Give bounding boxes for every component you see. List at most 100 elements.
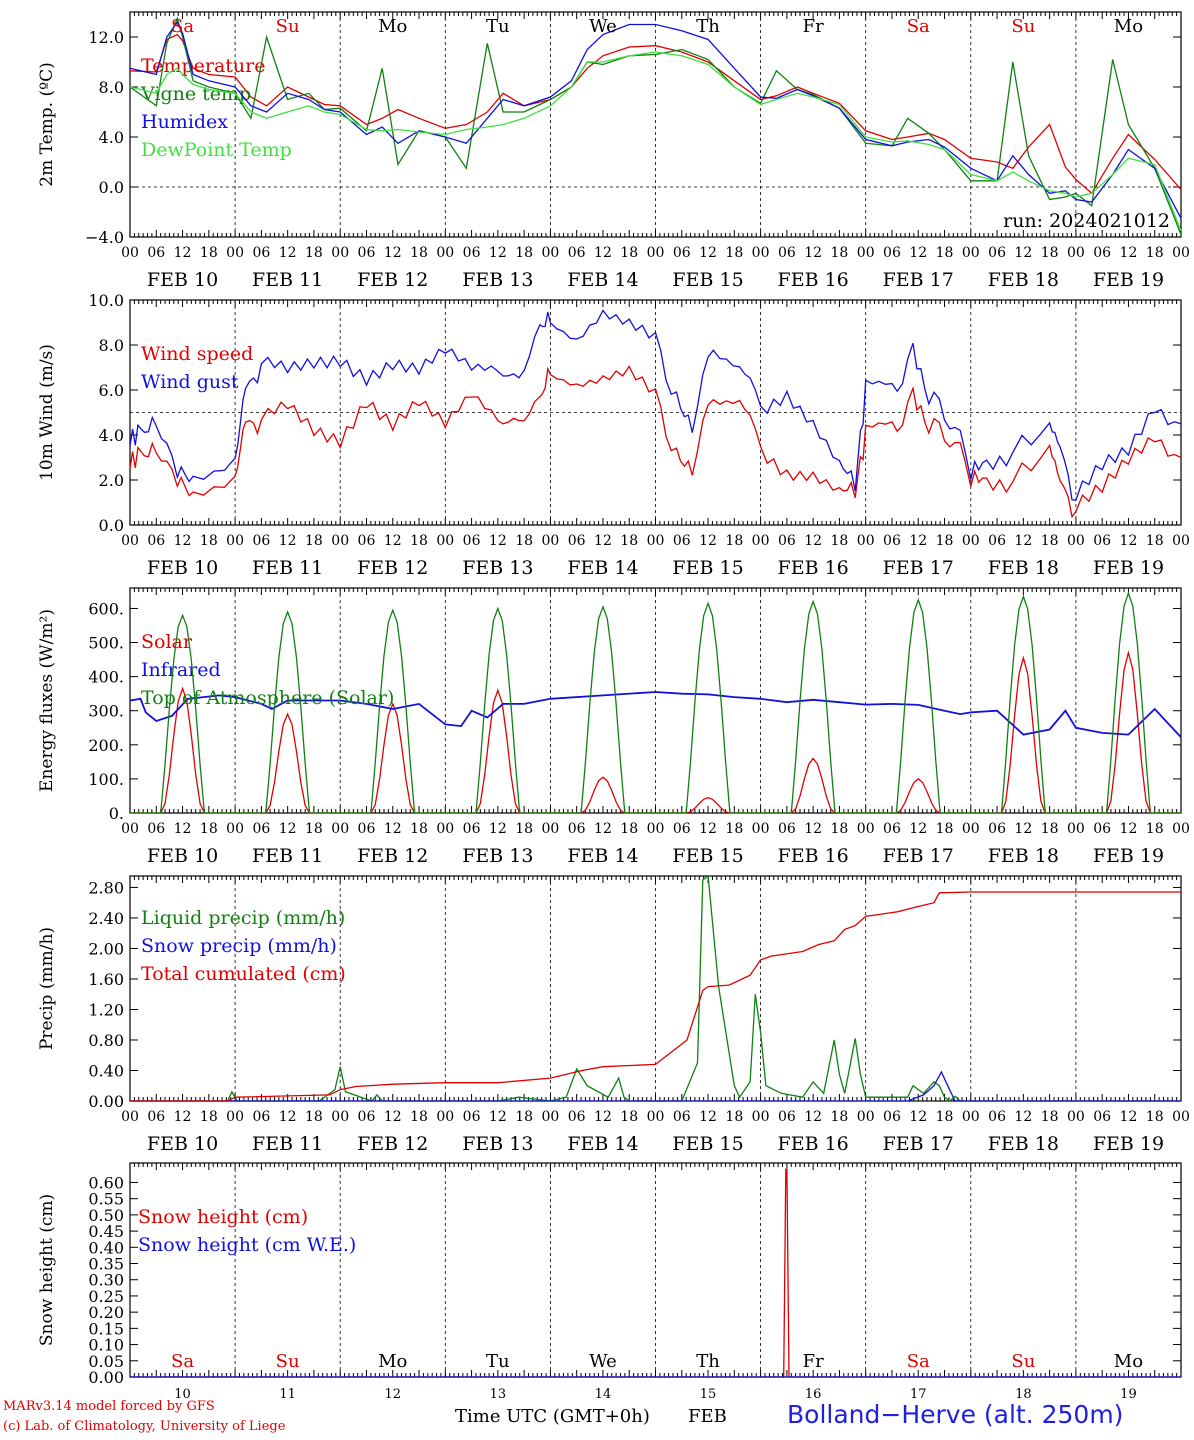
- hour-tick-label: 00: [331, 1109, 349, 1125]
- date-label: FEB 16: [778, 845, 849, 867]
- date-label: FEB 10: [147, 269, 218, 291]
- hour-tick-label: 06: [568, 1109, 586, 1125]
- hour-tick-label: 12: [1120, 533, 1138, 549]
- y-tick-label: 0.40: [88, 1238, 124, 1257]
- y-axis-title: Snow height (cm): [37, 1194, 57, 1346]
- hour-tick-label: 18: [620, 821, 638, 837]
- y-tick-label: 300.: [88, 702, 124, 721]
- hour-tick-label: 18: [725, 821, 743, 837]
- hour-tick-label: 12: [909, 821, 927, 837]
- hour-tick-label: 06: [358, 245, 376, 261]
- hour-tick-label: 06: [252, 1109, 270, 1125]
- date-label: FEB 15: [672, 1133, 743, 1155]
- day-number-label: 18: [1015, 1387, 1032, 1402]
- hour-tick-label: 12: [384, 245, 402, 261]
- credit-model: MARv3.14 model forced by GFS: [3, 1399, 215, 1414]
- y-axis-title: Precip (mm/h): [37, 927, 57, 1050]
- date-label: FEB 14: [567, 845, 638, 867]
- date-label: FEB 13: [462, 269, 533, 291]
- weekday-label: Mo: [378, 16, 407, 37]
- hour-tick-label: 00: [1067, 821, 1085, 837]
- y-tick-label: 0.00: [88, 1368, 124, 1387]
- hour-tick-label: 12: [279, 245, 297, 261]
- y-tick-label: 4.0: [99, 426, 124, 445]
- hour-tick-label: 18: [200, 1109, 218, 1125]
- hour-tick-label: 12: [594, 1109, 612, 1125]
- hour-tick-label: 00: [752, 1109, 770, 1125]
- weekday-label: Sa: [907, 16, 930, 37]
- hour-tick-label: 06: [463, 821, 481, 837]
- hour-tick-label: 12: [384, 533, 402, 549]
- date-label: FEB 14: [567, 1133, 638, 1155]
- hour-tick-label: 06: [778, 533, 796, 549]
- hour-tick-label: 12: [489, 533, 507, 549]
- date-label: FEB 12: [357, 269, 428, 291]
- hour-tick-label: 12: [384, 1109, 402, 1125]
- hour-tick-label: 06: [673, 533, 691, 549]
- y-tick-label: 0.50: [88, 1206, 124, 1225]
- hour-tick-label: 12: [804, 533, 822, 549]
- hour-tick-label: 00: [1067, 245, 1085, 261]
- y-tick-label: 10.0: [88, 291, 124, 310]
- hour-tick-label: 18: [410, 1109, 428, 1125]
- hour-tick-label: 00: [541, 821, 559, 837]
- hour-tick-label: 06: [568, 245, 586, 261]
- legend-entry: Snow height (cm): [138, 1206, 308, 1228]
- series-line-snow-precip-mm-h-: [130, 1070, 1181, 1102]
- hour-tick-label: 18: [305, 245, 323, 261]
- date-label: FEB 18: [988, 845, 1059, 867]
- date-label: FEB 12: [357, 845, 428, 867]
- hour-tick-label: 06: [358, 821, 376, 837]
- hour-tick-label: 00: [647, 245, 665, 261]
- hour-tick-label: 12: [699, 533, 717, 549]
- y-tick-label: 2.80: [88, 878, 124, 897]
- hour-tick-label: 06: [358, 1109, 376, 1125]
- y-tick-label: 0.20: [88, 1303, 124, 1322]
- series-line-liquid-precip-mm-h-: [130, 874, 1181, 1102]
- date-label: FEB 14: [567, 269, 638, 291]
- legend-entry: Snow height (cm W.E.): [138, 1234, 356, 1256]
- weekday-label: We: [589, 16, 617, 37]
- hour-tick-label: 18: [936, 1109, 954, 1125]
- hour-tick-label: 00: [331, 533, 349, 549]
- day-number-label: 15: [700, 1387, 717, 1402]
- date-label: FEB 17: [883, 269, 954, 291]
- hour-tick-label: 06: [988, 821, 1006, 837]
- hour-tick-label: 12: [489, 1109, 507, 1125]
- hour-tick-label: 12: [279, 821, 297, 837]
- hour-tick-label: 00: [121, 1109, 139, 1125]
- legend-entry: Liquid precip (mm/h): [141, 907, 345, 929]
- y-tick-label: 0.15: [88, 1319, 124, 1338]
- hour-tick-label: 00: [752, 821, 770, 837]
- hour-tick-label: 00: [436, 821, 454, 837]
- hour-tick-label: 00: [752, 533, 770, 549]
- weekday-label: Mo: [1114, 1351, 1143, 1372]
- hour-tick-label: 12: [594, 533, 612, 549]
- hour-tick-label: 06: [778, 1109, 796, 1125]
- y-axis-title: 10m Wind (m/s): [37, 344, 57, 481]
- hour-tick-label: 12: [594, 821, 612, 837]
- hour-tick-label: 00: [857, 1109, 875, 1125]
- weekday-label: Su: [276, 16, 300, 37]
- hour-tick-label: 00: [331, 245, 349, 261]
- y-tick-label: 0.00: [88, 1092, 124, 1111]
- date-label: FEB 14: [567, 557, 638, 579]
- y-tick-label: 0.55: [88, 1190, 124, 1209]
- legend-entry: Top of Atmosphere (Solar): [141, 687, 394, 709]
- hour-tick-label: 06: [988, 1109, 1006, 1125]
- hour-tick-label: 00: [857, 533, 875, 549]
- hour-tick-label: 00: [962, 1109, 980, 1125]
- day-number-label: 16: [805, 1387, 822, 1402]
- hour-tick-label: 06: [1093, 245, 1111, 261]
- hour-tick-label: 18: [1041, 821, 1059, 837]
- hour-tick-label: 12: [384, 821, 402, 837]
- hour-tick-label: 00: [226, 533, 244, 549]
- y-tick-label: 0.05: [88, 1352, 124, 1371]
- hour-tick-label: 06: [252, 821, 270, 837]
- panel-4: 0.00 0.40 0.80 1.20 1.60 2.00 2.40 2.80 Precip (…: [37, 874, 1190, 1155]
- date-label: FEB 11: [252, 845, 323, 867]
- panel-2: 0.0 2.0 4.0 6.0 8.0 10.0 10m Wind (m/s) Wind sp…: [37, 291, 1190, 579]
- weekday-label: Su: [1011, 16, 1035, 37]
- hour-tick-label: 18: [725, 533, 743, 549]
- hour-tick-label: 06: [568, 533, 586, 549]
